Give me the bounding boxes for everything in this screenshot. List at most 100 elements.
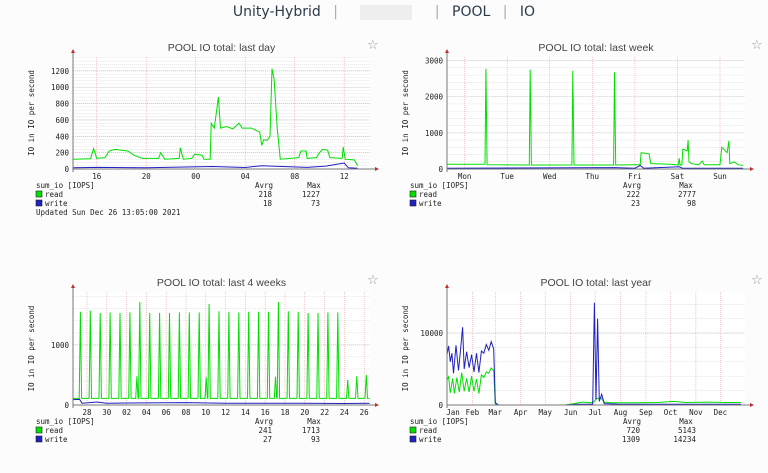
legend-avg-read: 720 <box>626 426 640 435</box>
legend-swatch-read <box>409 190 417 198</box>
legend-max-write: 73 <box>311 199 320 208</box>
redacted-name <box>360 4 413 20</box>
page-header: Unity-Hybrid | | POOL | IO <box>0 4 768 20</box>
y-axis-arrow <box>71 49 75 53</box>
x-tick-label: 30 <box>102 408 112 417</box>
star-outline-icon[interactable]: ☆ <box>367 273 379 288</box>
legend-label-read: read <box>45 426 63 435</box>
chart-title: POOL IO total: last week <box>538 42 654 54</box>
x-axis-arrow <box>375 403 379 407</box>
x-tick-label: Mon <box>458 172 472 181</box>
x-tick-label: Apr <box>514 408 528 417</box>
legend-avg-read: 241 <box>258 426 272 435</box>
breadcrumb-separator: | <box>502 4 508 20</box>
y-tick-label: 200 <box>55 149 69 158</box>
legend-header: sum_io [IOPS] <box>410 417 469 426</box>
breadcrumb-separator: | <box>333 4 338 20</box>
legend-swatch-write <box>409 435 417 443</box>
chart-title: POOL IO total: last year <box>540 277 652 289</box>
legend-avg-write: 18 <box>263 199 273 208</box>
legend-max-write: 93 <box>311 435 320 444</box>
x-tick-label: 22 <box>320 408 329 417</box>
legend-col-avg: Avrg <box>255 181 273 190</box>
legend-max-write: 98 <box>687 199 697 208</box>
legend-avg-write: 1309 <box>622 435 640 444</box>
x-tick-label: 08 <box>181 408 191 417</box>
x-tick-label: 04 <box>142 408 152 417</box>
legend-max-read: 5143 <box>678 426 696 435</box>
x-tick-label: Mar <box>489 408 503 417</box>
chart-svg: 0 10000 Jan Feb Mar Apr May Jun Jul Aug Sep Oct Nov D… <box>401 277 754 444</box>
legend-avg-write: 27 <box>263 435 272 444</box>
legend-swatch-write <box>35 199 43 207</box>
y-tick-label: 600 <box>55 116 69 125</box>
chart-title: POOL IO total: last day <box>168 42 276 54</box>
star-outline-icon[interactable]: ☆ <box>751 273 763 288</box>
chart-panel-last-day: 0 200 400 600 800 1000 1200 16 20 00 04 08 12 POOL IO… <box>0 38 384 238</box>
series-line-read <box>72 68 359 166</box>
y-axis-arrow <box>71 284 75 288</box>
y-tick-label: 10000 <box>420 329 443 338</box>
y-axis-label: IO in IO per second <box>27 70 36 156</box>
chart-svg: 0 1000 2000 3000 Mon Tue Wed Thu Fri Sat Sun POOL I… <box>401 42 754 208</box>
legend-header: sum_io [IOPS] <box>410 181 469 190</box>
legend-swatch-read <box>409 426 417 434</box>
x-tick-label: 18 <box>280 408 290 417</box>
legend-avg-write: 23 <box>631 199 640 208</box>
legend-label-read: read <box>45 190 63 199</box>
y-tick-label: 2000 <box>425 93 444 102</box>
series-line-write <box>446 302 741 406</box>
x-tick-label: 16 <box>261 408 271 417</box>
star-outline-icon[interactable]: ☆ <box>367 38 379 53</box>
x-tick-label: Aug <box>614 408 628 417</box>
x-tick-label: May <box>538 408 552 417</box>
x-tick-label: 12 <box>221 408 230 417</box>
chart-svg: 0 1000 28 30 02 04 06 08 10 12 14 16 18 20 22 24 26 POOL … <box>27 277 379 444</box>
legend-label-read: read <box>419 190 437 199</box>
y-tick-label: 0 <box>438 165 443 174</box>
x-tick-label: 24 <box>340 408 350 417</box>
x-tick-label: Fri <box>628 172 642 181</box>
y-axis-arrow <box>445 284 449 288</box>
y-tick-label: 3000 <box>425 57 444 66</box>
y-tick-label: 800 <box>55 100 69 109</box>
pool-breadcrumb[interactable]: POOL <box>452 4 491 20</box>
x-tick-label: Jun <box>564 408 578 417</box>
y-axis-arrow <box>445 49 449 53</box>
x-tick-label: 08 <box>290 172 300 181</box>
x-tick-label: 10 <box>201 408 211 417</box>
series-line-write <box>72 162 358 169</box>
legend-swatch-read <box>35 426 43 434</box>
x-tick-label: 06 <box>162 408 172 417</box>
x-tick-label: Sep <box>639 408 653 417</box>
x-tick-label: Oct <box>664 408 678 417</box>
chart-panel-last-year: 0 10000 Jan Feb Mar Apr May Jun Jul Aug Sep Oct Nov D… <box>384 273 768 473</box>
legend-max-read: 2777 <box>678 190 696 199</box>
legend-swatch-read <box>35 190 43 198</box>
system-name[interactable]: Unity-Hybrid <box>232 4 321 20</box>
y-tick-label: 1000 <box>51 341 70 350</box>
legend-header: sum_io [IOPS] <box>36 417 95 426</box>
series-line-read <box>73 301 370 399</box>
chart-panel-last-week: 0 1000 2000 3000 Mon Tue Wed Thu Fri Sat Sun POOL I… <box>384 38 768 238</box>
legend-swatch-write <box>35 435 43 443</box>
legend-max-read: 1713 <box>302 426 320 435</box>
x-tick-label: 26 <box>360 408 370 417</box>
plot-area <box>447 57 745 169</box>
x-tick-label: 16 <box>92 172 102 181</box>
chart-title: POOL IO total: last 4 weeks <box>157 277 286 289</box>
legend-max-write: 14234 <box>673 435 696 444</box>
x-tick-label: Feb <box>466 408 480 417</box>
series-line-write <box>72 398 370 405</box>
legend-avg-read: 218 <box>258 190 272 199</box>
plot-area <box>73 292 370 405</box>
legend-col-avg: Avrg <box>623 181 641 190</box>
legend-avg-read: 222 <box>626 190 640 199</box>
x-tick-label: Wed <box>543 172 557 181</box>
x-tick-label: 20 <box>142 172 152 181</box>
legend-header: sum_io [IOPS] <box>36 181 95 190</box>
star-outline-icon[interactable]: ☆ <box>751 38 763 53</box>
y-axis-label: IO in IO per second <box>401 306 410 392</box>
legend-col-avg: Avrg <box>255 417 273 426</box>
y-tick-label: 400 <box>55 132 69 141</box>
